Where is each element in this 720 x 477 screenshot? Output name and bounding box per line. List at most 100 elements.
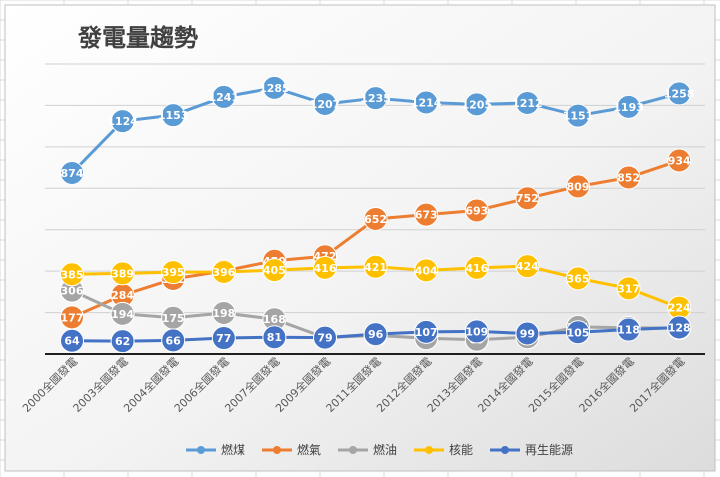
data-marker xyxy=(414,319,439,344)
data-point: 224 xyxy=(667,295,692,320)
data-point: 405 xyxy=(262,258,287,283)
data-label: 424 xyxy=(516,260,539,273)
data-point: 1207 xyxy=(310,91,340,116)
data-point: 934 xyxy=(667,148,692,173)
legend-label: 燃煤 xyxy=(221,442,245,457)
data-label: 405 xyxy=(263,264,286,277)
data-label: 809 xyxy=(567,180,590,193)
data-marker xyxy=(161,260,186,285)
data-point: 1193 xyxy=(613,94,644,119)
data-marker xyxy=(515,90,540,115)
data-point: 404 xyxy=(414,258,439,283)
data-point: 652 xyxy=(363,206,388,231)
data-point: 1241 xyxy=(208,84,239,109)
data-label: 81 xyxy=(267,331,282,344)
data-marker xyxy=(464,319,489,344)
data-marker xyxy=(161,328,186,353)
data-label: 64 xyxy=(64,335,80,348)
legend-label: 燃氣 xyxy=(297,442,321,457)
data-point: 1235 xyxy=(360,86,391,111)
data-label: 395 xyxy=(162,266,185,279)
data-point: 118 xyxy=(616,317,641,342)
data-label: 306 xyxy=(61,285,84,298)
data-marker xyxy=(60,160,84,185)
data-label: 1235 xyxy=(360,92,391,105)
data-point: 175 xyxy=(161,305,186,330)
data-label: 99 xyxy=(520,327,535,340)
data-marker xyxy=(667,148,692,173)
data-point: 874 xyxy=(60,160,84,185)
data-marker xyxy=(262,75,287,100)
data-label: 385 xyxy=(61,268,84,281)
data-marker xyxy=(60,328,84,353)
data-point: 385 xyxy=(60,262,84,287)
data-point: 198 xyxy=(211,300,236,325)
data-marker xyxy=(667,81,692,106)
data-label: 1193 xyxy=(613,101,644,114)
data-point: 416 xyxy=(464,255,489,280)
data-marker xyxy=(110,261,135,286)
data-marker xyxy=(464,198,489,223)
data-marker xyxy=(313,91,337,116)
data-marker xyxy=(211,326,236,351)
legend-label: 再生能源 xyxy=(525,443,573,457)
data-label: 389 xyxy=(111,267,134,280)
data-marker xyxy=(515,321,540,346)
legend-label: 核能 xyxy=(449,443,473,457)
data-marker xyxy=(464,92,489,117)
data-point: 66 xyxy=(161,328,186,353)
data-label: 96 xyxy=(368,328,384,341)
data-point: 79 xyxy=(313,325,337,350)
legend-swatch-marker xyxy=(273,446,281,454)
data-marker xyxy=(414,258,439,283)
data-label: 198 xyxy=(212,307,235,320)
data-marker xyxy=(515,254,540,279)
data-label: 109 xyxy=(465,325,488,338)
legend-item: 燃煤 xyxy=(186,442,245,457)
legend-item: 核能 xyxy=(414,443,473,457)
data-label: 1285 xyxy=(259,82,290,95)
legend: 燃煤 燃氣 燃油 核能 再生能源 xyxy=(186,442,573,457)
data-label: 1151 xyxy=(563,110,594,123)
data-label: 421 xyxy=(364,261,387,274)
data-marker xyxy=(262,325,287,350)
data-label: 416 xyxy=(314,262,337,275)
data-label: 77 xyxy=(216,332,231,345)
chart-area xyxy=(4,4,716,472)
data-marker xyxy=(211,300,236,325)
data-point: 64 xyxy=(60,328,84,353)
data-point: 1212 xyxy=(512,90,543,115)
data-point: 365 xyxy=(566,266,590,291)
data-label: 107 xyxy=(415,326,438,339)
data-point: 852 xyxy=(616,165,641,190)
data-point: 128 xyxy=(667,315,692,340)
data-marker xyxy=(616,317,641,342)
data-marker xyxy=(616,94,641,119)
data-point: 99 xyxy=(515,321,540,346)
data-label: 175 xyxy=(162,312,185,325)
legend-swatch-marker xyxy=(349,446,357,454)
data-marker xyxy=(110,301,135,326)
data-point: 752 xyxy=(515,186,540,211)
data-marker xyxy=(566,266,590,291)
data-marker xyxy=(566,320,590,345)
legend-swatch-marker xyxy=(501,446,509,454)
data-label: 1124 xyxy=(107,115,138,128)
data-label: 404 xyxy=(415,264,438,277)
data-label: 693 xyxy=(465,204,488,217)
data-marker xyxy=(363,322,388,347)
data-point: 1151 xyxy=(563,103,594,128)
data-marker xyxy=(211,259,236,284)
data-point: 77 xyxy=(211,326,236,351)
data-point: 1285 xyxy=(259,75,290,100)
data-marker xyxy=(110,329,135,354)
data-point: 395 xyxy=(161,260,186,285)
data-point: 177 xyxy=(60,305,84,330)
data-marker xyxy=(414,90,439,115)
data-point: 105 xyxy=(566,320,590,345)
data-label: 1212 xyxy=(512,97,543,110)
data-label: 284 xyxy=(111,289,134,302)
data-label: 1258 xyxy=(664,87,695,100)
data-point: 317 xyxy=(616,276,641,301)
data-marker xyxy=(363,206,388,231)
